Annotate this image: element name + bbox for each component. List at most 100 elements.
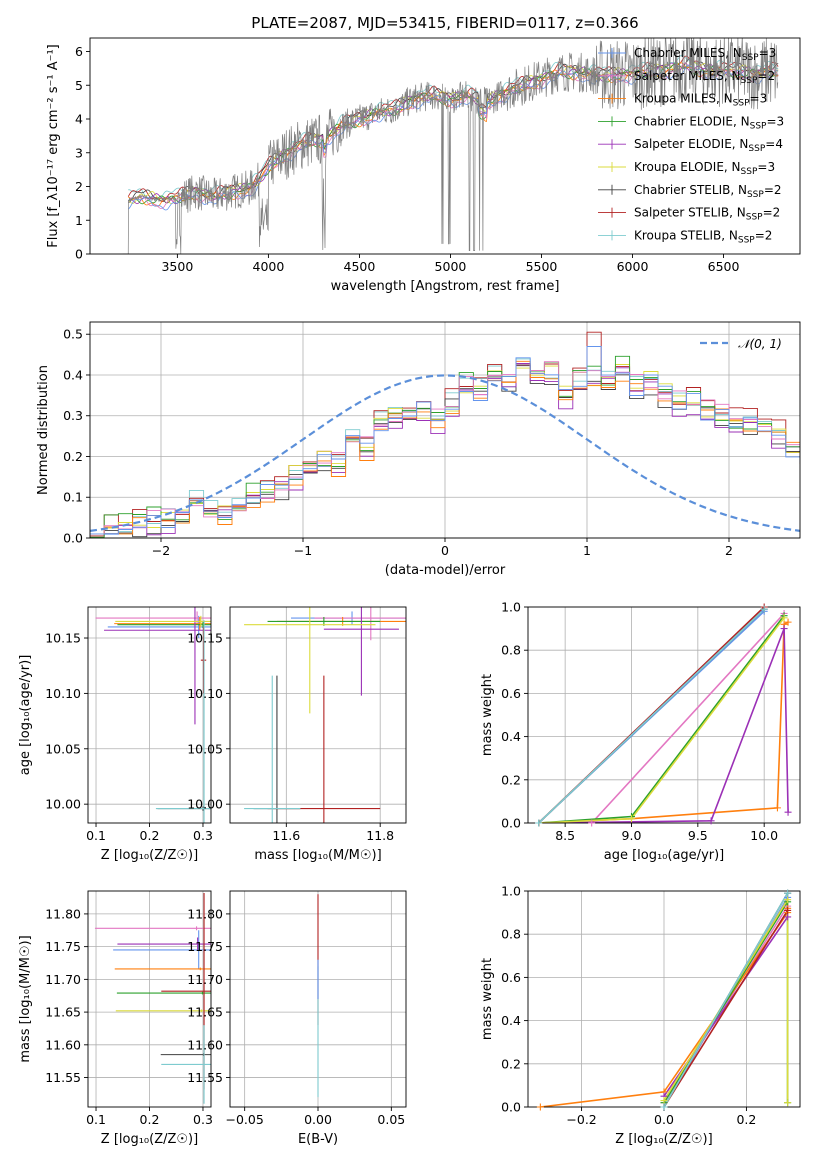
y-axis-label: mass weight	[480, 958, 495, 1040]
observed-spectrum-line	[122, 38, 779, 254]
y-tick-label: 0.1	[63, 490, 83, 505]
legend-entry: Kroupa MILES, NSSP=3	[634, 92, 767, 109]
plot-area-spectrum	[122, 38, 779, 254]
y-tick-label: 11.55	[187, 1070, 223, 1085]
legend-label: Salpeter STELIB, N	[634, 206, 746, 220]
mass-weight-marker	[536, 1103, 544, 1111]
y-tick-label: 10.10	[45, 686, 81, 701]
y-axis-label: mass [log₁₀(M/M☉)]	[18, 935, 33, 1062]
y-tick-label: 11.65	[187, 1005, 223, 1020]
legend-entry: Kroupa STELIB, NSSP=2	[634, 228, 772, 245]
y-tick-label: 1.0	[501, 600, 521, 615]
plot-area-residuals	[90, 331, 800, 538]
legend-value: =2	[757, 69, 775, 83]
mass-weight-marker	[588, 819, 596, 827]
x-axis-label: mass [log₁₀(M/M☉)]	[254, 848, 381, 863]
mass-weight-marker	[784, 808, 792, 816]
x-tick-label: 0.3	[193, 828, 213, 843]
y-tick-label: 10.10	[187, 686, 223, 701]
y-axis-label: mass weight	[480, 674, 495, 756]
y-tick-label: 10.05	[45, 741, 81, 756]
y-tick-label: 0.2	[501, 1056, 521, 1071]
y-tick-label: 1.0	[501, 884, 521, 899]
y-tick-label: 0.2	[63, 449, 83, 464]
y-tick-label: 10.00	[45, 797, 81, 812]
x-tick-label: 0.2	[140, 828, 160, 843]
x-tick-label: 4000	[253, 259, 285, 274]
x-tick-label: 0.05	[377, 1112, 405, 1127]
mass-weight-marker	[784, 618, 792, 626]
y-tick-label: 0.3	[63, 408, 83, 423]
mass-weight-line	[538, 628, 789, 823]
plot-area-age-vs-mass	[244, 607, 406, 823]
legend-value: =2	[763, 206, 781, 220]
legend-subscript: SSP	[746, 213, 763, 223]
y-tick-label: 0.2	[501, 772, 521, 787]
plot-area-massweight-vs-age	[538, 607, 789, 823]
x-axis-label: Z [log₁₀(Z/Z☉)]	[101, 1132, 198, 1147]
y-tick-label: 4	[75, 112, 83, 127]
normal-curve	[90, 374, 800, 532]
mass-weight-line	[663, 909, 789, 1107]
mass-weight-marker	[784, 906, 792, 914]
x-axis-label: E(B-V)	[298, 1132, 338, 1147]
x-tick-label: −0.2	[566, 1112, 596, 1127]
mass-weight-marker	[660, 1103, 668, 1111]
x-tick-label: 0.00	[304, 1112, 332, 1127]
spectrum-title: PLATE=2087, MJD=53415, FIBERID=0117, z=0…	[251, 14, 638, 32]
y-tick-label: 0.4	[501, 1013, 521, 1028]
mass-weight-line	[663, 898, 789, 1104]
x-tick-label: −0.05	[226, 1112, 264, 1127]
y-tick-label: 3	[75, 145, 83, 160]
y-tick-label: 0.0	[501, 1100, 521, 1115]
x-tick-label: 5500	[526, 259, 558, 274]
y-tick-label: 11.80	[187, 906, 223, 921]
x-tick-label: 3500	[161, 259, 193, 274]
plot-area-mass-vs-z	[94, 892, 211, 1104]
legend-value: =2	[755, 228, 773, 242]
x-tick-label: 0.3	[193, 1112, 213, 1127]
legend-subscript: SSP	[733, 99, 750, 109]
mass-weight-marker	[784, 889, 792, 897]
x-tick-label: 0.1	[86, 1112, 106, 1127]
y-tick-label: 10.15	[187, 631, 223, 646]
legend-subscript: SSP	[738, 235, 755, 245]
y-tick-label: 10.15	[45, 631, 81, 646]
x-tick-label: 5000	[435, 259, 467, 274]
panel-massweight-vs-z: −0.2 0.0 0.2 0.0 0.2 0.4 0.6 0.8 1.0 Z [log₁₀(Z/Z…	[480, 884, 801, 1147]
y-tick-label: 11.55	[45, 1070, 81, 1085]
x-tick-label: 11.6	[272, 828, 300, 843]
residual-histogram	[90, 364, 800, 535]
y-tick-label: 0.8	[501, 927, 521, 942]
mass-weight-line	[538, 608, 765, 823]
y-tick-label: 0.6	[501, 970, 521, 985]
mass-weight-marker	[627, 815, 635, 823]
x-tick-label: 1	[583, 543, 591, 558]
y-tick-label: 0.6	[501, 686, 521, 701]
x-axis-label: wavelength [Angstrom, rest frame]	[331, 279, 560, 294]
legend-label: Salpeter MILES, N	[634, 69, 741, 83]
y-tick-label: 11.65	[45, 1005, 81, 1020]
axes-frame	[229, 606, 407, 824]
y-axis-label: Normed distribution	[36, 365, 51, 495]
residual-histogram	[90, 360, 800, 535]
y-tick-label: 11.75	[187, 939, 223, 954]
x-axis-label: Z [log₁₀(Z/Z☉)]	[615, 1132, 712, 1147]
x-tick-label: 9.5	[688, 828, 708, 843]
legend-subscript: SSP	[748, 144, 765, 154]
y-tick-label: 2	[75, 179, 83, 194]
legend-label: Chabrier ELODIE, N	[634, 114, 750, 128]
x-tick-label: 9.0	[622, 828, 642, 843]
x-tick-label: 8.5	[555, 828, 575, 843]
y-tick-label: 11.70	[187, 972, 223, 987]
plot-layer: 3500 4000 4500 5000 5500 6000 6500 0 1 2 3 4 5 6 wavel…	[18, 37, 801, 1147]
mass-weight-marker	[773, 804, 781, 812]
y-tick-label: 0.0	[501, 816, 521, 831]
y-tick-label: 0	[75, 247, 83, 262]
legend-value: =4	[765, 137, 783, 151]
legend-value: =3	[759, 46, 777, 60]
panel-age-vs-z: 0.1 0.2 0.3 10.00 10.05 10.10 10.15 Z [log₁₀(Z/…	[18, 606, 213, 863]
legend-value: =3	[757, 160, 775, 174]
